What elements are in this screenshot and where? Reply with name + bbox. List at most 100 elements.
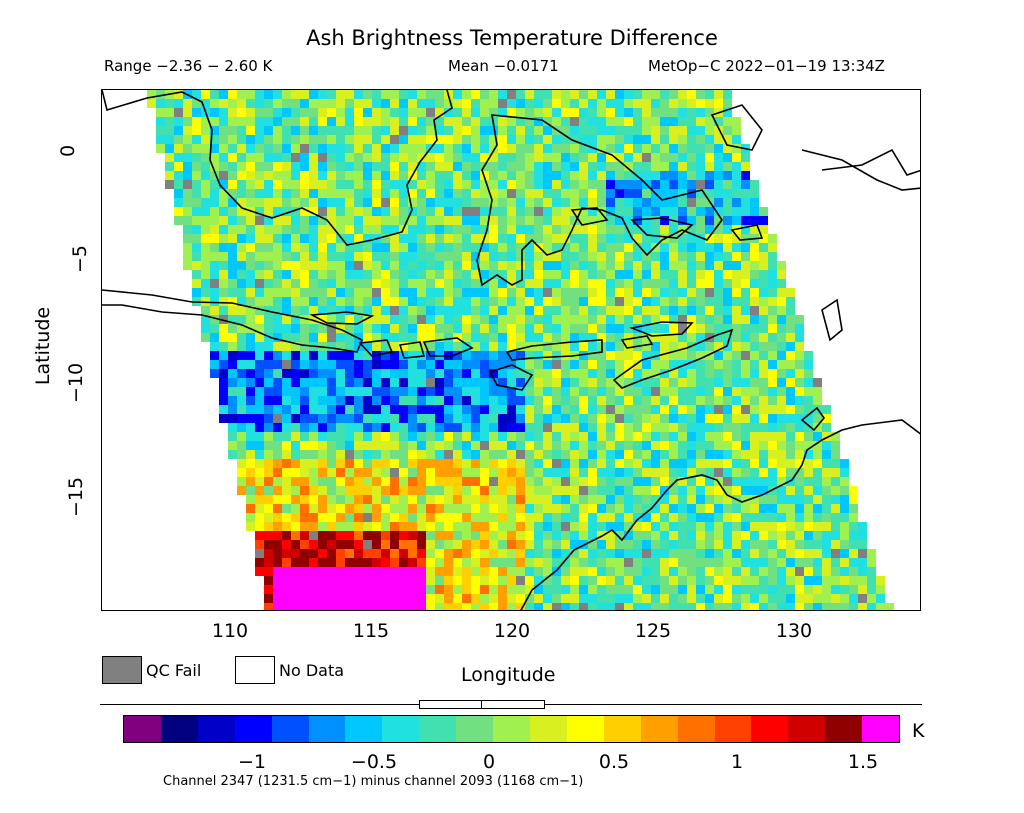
swath-pixel (201, 279, 210, 288)
swath-pixel (516, 288, 525, 297)
swath-pixel (678, 324, 687, 333)
swath-pixel (705, 171, 714, 180)
swath-pixel (687, 234, 696, 243)
swath-pixel (453, 567, 462, 576)
swath-pixel (534, 90, 543, 99)
swath-pixel (561, 567, 570, 576)
swath-pixel (264, 162, 273, 171)
swath-pixel (453, 369, 462, 378)
swath-pixel (354, 513, 363, 522)
swath-pixel (255, 423, 264, 432)
swath-pixel (372, 135, 381, 144)
swath-pixel (363, 378, 372, 387)
swath-pixel (318, 225, 327, 234)
swath-pixel (291, 576, 300, 585)
swath-pixel (660, 504, 669, 513)
swath-pixel (723, 513, 732, 522)
swath-pixel (444, 126, 453, 135)
swath-pixel (336, 477, 345, 486)
swath-pixel (786, 594, 795, 603)
swath-pixel (624, 306, 633, 315)
swath-pixel (606, 486, 615, 495)
swath-pixel (696, 342, 705, 351)
swath-pixel (426, 108, 435, 117)
swath-pixel (255, 306, 264, 315)
swath-pixel (480, 225, 489, 234)
range-slider[interactable] (419, 700, 545, 709)
swath-pixel (264, 207, 273, 216)
swath-pixel (327, 351, 336, 360)
swath-pixel (219, 306, 228, 315)
swath-pixel (210, 162, 219, 171)
swath-pixel (318, 279, 327, 288)
swath-pixel (552, 459, 561, 468)
swath-pixel (300, 522, 309, 531)
swath-pixel (381, 387, 390, 396)
swath-pixel (507, 531, 516, 540)
swath-pixel (462, 558, 471, 567)
swath-pixel (732, 207, 741, 216)
swath-pixel (552, 450, 561, 459)
swath-pixel (660, 252, 669, 261)
swath-pixel (624, 432, 633, 441)
swath-pixel (651, 288, 660, 297)
swath-pixel (723, 261, 732, 270)
map-plot-area[interactable] (101, 89, 921, 611)
swath-pixel (651, 504, 660, 513)
swath-pixel (813, 558, 822, 567)
swath-pixel (264, 459, 273, 468)
swath-pixel (354, 468, 363, 477)
swath-pixel (849, 540, 858, 549)
swath-pixel (759, 594, 768, 603)
swath-pixel (714, 522, 723, 531)
swath-pixel (570, 495, 579, 504)
swath-pixel (336, 162, 345, 171)
swath-pixel (426, 513, 435, 522)
swath-pixel (696, 333, 705, 342)
swath-pixel (750, 216, 759, 225)
swath-pixel (489, 531, 498, 540)
swath-pixel (840, 477, 849, 486)
swath-pixel (804, 450, 813, 459)
swath-pixel (696, 144, 705, 153)
swath-pixel (678, 261, 687, 270)
swath-pixel (507, 558, 516, 567)
swath-pixel (210, 360, 219, 369)
swath-pixel (831, 540, 840, 549)
swath-pixel (399, 576, 408, 585)
swath-pixel (633, 270, 642, 279)
swath-pixel (732, 405, 741, 414)
swath-pixel (507, 117, 516, 126)
swath-pixel (372, 189, 381, 198)
swath-pixel (309, 180, 318, 189)
swath-pixel (255, 144, 264, 153)
swath-pixel (651, 126, 660, 135)
swath-pixel (534, 495, 543, 504)
swath-pixel (174, 216, 183, 225)
swath-pixel (534, 207, 543, 216)
swath-pixel (201, 288, 210, 297)
swath-pixel (363, 315, 372, 324)
swath-pixel (552, 540, 561, 549)
swath-pixel (552, 333, 561, 342)
colorbar-swatch (862, 716, 900, 742)
swath-pixel (354, 396, 363, 405)
swath-pixel (525, 450, 534, 459)
swath-pixel (471, 414, 480, 423)
swath-pixel (291, 117, 300, 126)
range-slider-handle[interactable] (481, 700, 482, 709)
swath-pixel (336, 297, 345, 306)
swath-pixel (147, 99, 156, 108)
swath-pixel (444, 477, 453, 486)
swath-pixel (723, 504, 732, 513)
swath-pixel (705, 423, 714, 432)
swath-pixel (372, 171, 381, 180)
swath-pixel (579, 351, 588, 360)
swath-pixel (498, 468, 507, 477)
swath-pixel (399, 540, 408, 549)
swath-pixel (660, 540, 669, 549)
swath-pixel (732, 135, 741, 144)
swath-pixel (642, 315, 651, 324)
swath-pixel (750, 243, 759, 252)
swath-pixel (453, 207, 462, 216)
